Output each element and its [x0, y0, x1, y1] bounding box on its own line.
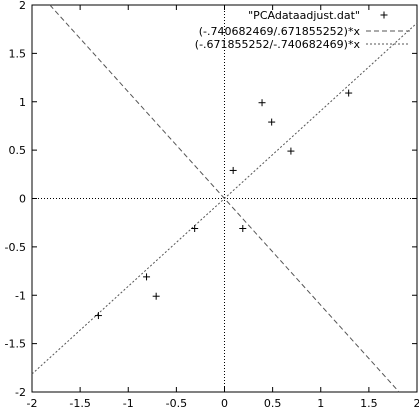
y-tick-label: 1	[19, 96, 26, 109]
data-point	[287, 148, 294, 155]
x-tick-label: 1	[317, 397, 324, 409]
x-tick-label: 2	[414, 397, 419, 409]
y-tick-label: -0.5	[5, 241, 26, 254]
data-point	[259, 99, 266, 106]
x-tick-label: 0.5	[264, 397, 282, 409]
x-tick-label: -2	[27, 397, 38, 409]
axis-ticks: -2 -1.5 -1 -0.5 0 0.5 1 1.5 2 -2 -1.5 -1 -0.5 0 0.5 1 1.…	[5, 0, 419, 409]
y-tick-label: -1	[15, 289, 26, 302]
x-tick-label: 1.5	[360, 397, 378, 409]
x-tick-label: -1	[123, 397, 134, 409]
x-tick-label: -1.5	[69, 397, 90, 409]
y-tick-label: 0	[19, 193, 26, 206]
y-tick-label: 2	[19, 0, 26, 12]
y-tick-label: 1.5	[9, 47, 27, 60]
legend: "PCAdataadjust.dat" (-.740682469/.671855…	[195, 9, 410, 51]
legend-marker-data	[381, 12, 388, 19]
y-tick-label: 0.5	[9, 144, 27, 157]
y-tick-label: -2	[15, 386, 26, 399]
data-point	[191, 225, 198, 232]
data-point	[268, 119, 275, 126]
data-point	[153, 293, 160, 300]
data-point	[230, 167, 237, 174]
data-point	[239, 225, 246, 232]
legend-label-line-1: (-.740682469/.671855252)*x	[199, 25, 361, 38]
data-point	[143, 273, 150, 280]
legend-label-line-2: (-.671855252/-.740682469)*x	[195, 38, 361, 51]
data-point	[345, 90, 352, 97]
legend-label-data: "PCAdataadjust.dat"	[248, 9, 360, 22]
y-tick-label: -1.5	[5, 338, 26, 351]
x-tick-label: 0	[221, 397, 228, 409]
x-tick-label: -0.5	[166, 397, 187, 409]
data-point	[95, 312, 102, 319]
data-points	[95, 90, 352, 320]
